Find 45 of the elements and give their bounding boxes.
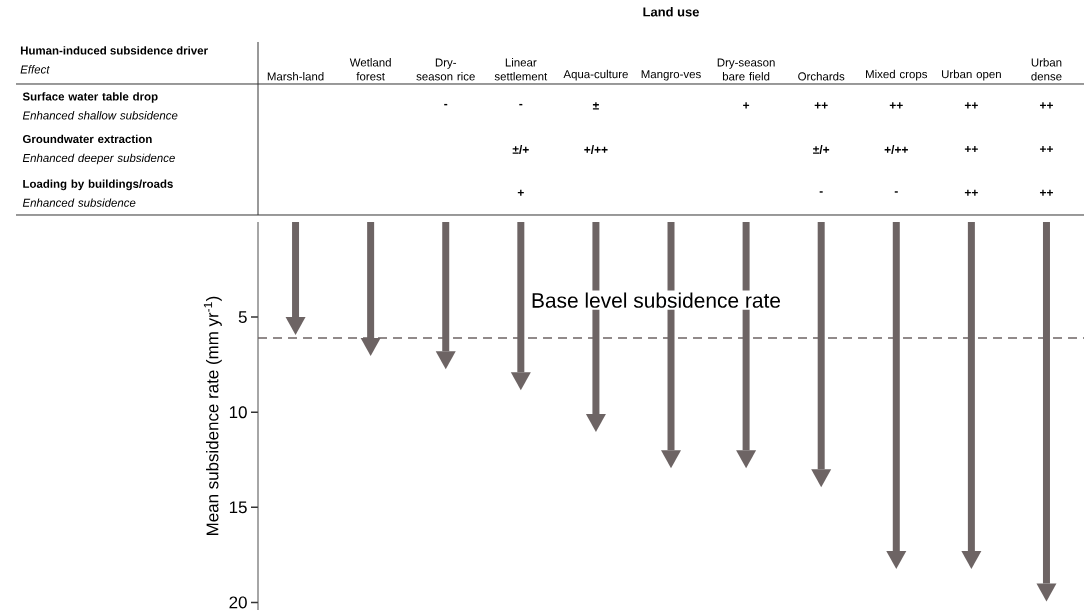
text: Effect <box>20 65 50 74</box>
y-tick-label: Groundwater extraction <box>22 134 152 144</box>
x-tick-label: Linear settlement <box>494 58 548 81</box>
y-axis-title: Human-induced subsidence driver <box>20 46 208 55</box>
chart-title: Land use <box>643 6 699 17</box>
x-tick-label: Mixed crops <box>866 69 928 81</box>
text: ++ <box>1039 145 1053 153</box>
x-tick-label: Wetland forest <box>349 58 391 81</box>
y-tick-label: 10 <box>229 406 247 419</box>
y-tick-label: 15 <box>229 501 247 514</box>
ref-line-label: Base level subsidence rate <box>532 292 781 308</box>
text: + <box>517 189 524 196</box>
text: ±/+ <box>813 145 830 154</box>
text: +/++ <box>584 145 608 154</box>
x-tick-label: Dry-season bare field <box>717 58 775 81</box>
text: ++ <box>1039 102 1053 109</box>
x-tick-label: Mangro-ves <box>641 70 701 81</box>
y-tick-label: Loading by buildings/roads <box>23 179 173 191</box>
y2-tick-label: Enhanced shallow subsidence <box>22 111 178 120</box>
x-tick-label: Marsh-land <box>267 72 324 81</box>
text: ++ <box>814 102 828 109</box>
y-tick-label: 5 <box>238 311 247 324</box>
text: - <box>444 103 448 106</box>
text: +/++ <box>884 145 908 154</box>
x-tick-label: Aqua-culture <box>563 69 628 81</box>
text: - <box>894 191 898 193</box>
text: ++ <box>889 102 903 109</box>
text: ++ <box>964 145 978 153</box>
y2-tick-label: Enhanced subsidence <box>22 198 136 207</box>
text: ±/+ <box>512 145 529 154</box>
x-tick-label: Urban open <box>942 69 1001 81</box>
text: - <box>819 191 823 193</box>
text: - <box>519 103 523 106</box>
text: ++ <box>964 102 978 109</box>
y2-tick-label: Enhanced deeper subsidence <box>22 153 175 165</box>
text: ± <box>592 102 599 110</box>
x-tick-label: Urban dense <box>1031 58 1062 81</box>
x-tick-label: Dry-season rice <box>416 58 475 81</box>
text: + <box>743 102 750 109</box>
y-tick-label: 20 <box>229 596 247 609</box>
y-tick-label: Surface water table drop <box>22 92 158 103</box>
text: ++ <box>1039 189 1053 196</box>
text: ++ <box>964 189 978 196</box>
y-axis-title: Mean subsidence rate (mm yr$^{-1}$) <box>203 296 222 535</box>
x-tick-label: Orchards <box>798 72 845 81</box>
